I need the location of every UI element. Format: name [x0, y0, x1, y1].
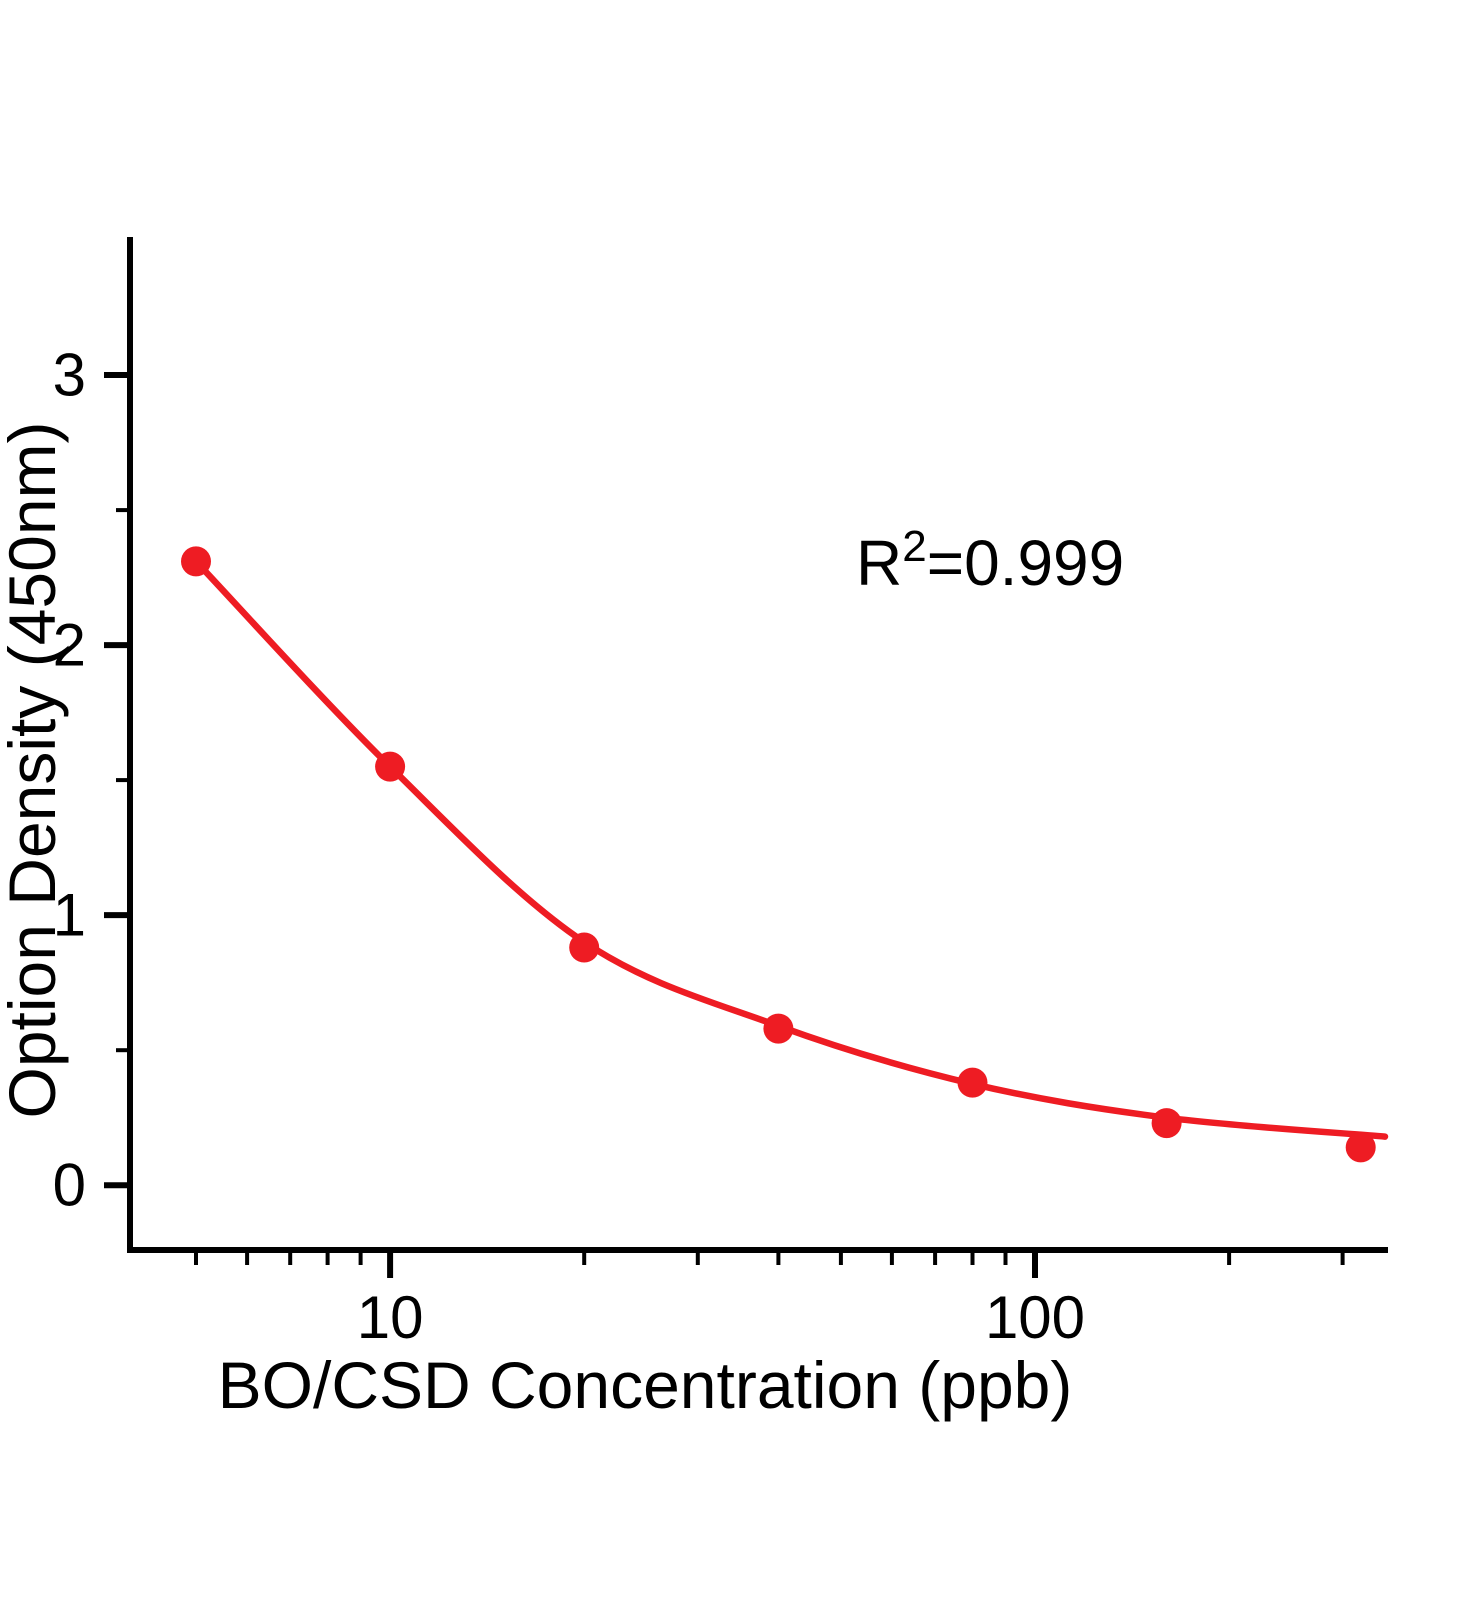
- data-point: [569, 932, 600, 963]
- x-tick-label: 100: [985, 1284, 1085, 1351]
- data-point: [1345, 1132, 1376, 1163]
- y-tick-label: 0: [53, 1152, 86, 1219]
- data-point: [375, 751, 406, 782]
- data-point: [181, 546, 211, 577]
- data-point: [957, 1067, 988, 1098]
- fit-curve: [192, 558, 1389, 1140]
- y-axis-title: Option Density (450nm): [0, 422, 69, 1119]
- y-tick-label: 2: [53, 612, 86, 679]
- x-tick-label: 10: [357, 1284, 424, 1351]
- x-axis-title: BO/CSD Concentration (ppb): [218, 1348, 1073, 1422]
- data-point: [1151, 1108, 1182, 1139]
- axis-frame: [127, 237, 1388, 1253]
- y-tick-label: 3: [53, 342, 86, 409]
- r-squared-annotation: R2=0.999: [856, 522, 1124, 599]
- data-point: [763, 1013, 794, 1044]
- y-tick-label: 1: [53, 882, 86, 949]
